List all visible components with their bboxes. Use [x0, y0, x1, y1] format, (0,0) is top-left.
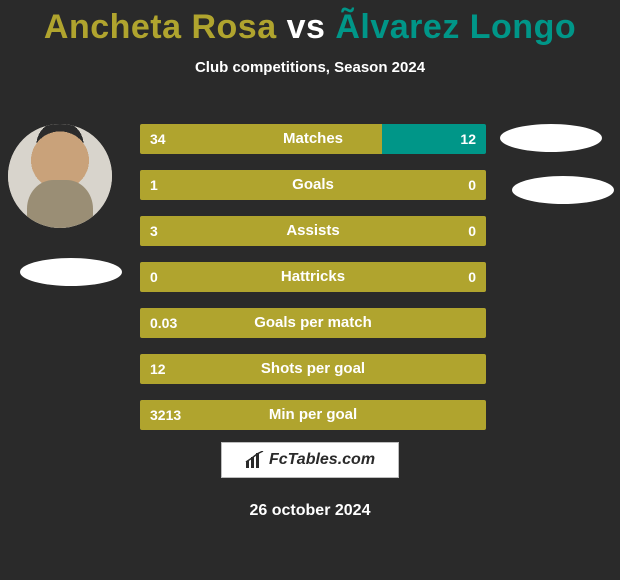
logo-text: FcTables.com: [269, 451, 375, 469]
player1-photo: [8, 124, 112, 228]
fctables-logo: FcTables.com: [221, 442, 399, 478]
footer-date: 26 october 2024: [0, 502, 620, 520]
player2-name: Ãlvarez Longo: [335, 8, 576, 46]
stat-label: Goals per match: [140, 308, 486, 338]
stat-row: Assists30: [140, 216, 486, 246]
stat-row: Goals10: [140, 170, 486, 200]
stat-label: Min per goal: [140, 400, 486, 430]
vs-text: vs: [287, 8, 326, 46]
stat-row: Shots per goal12: [140, 354, 486, 384]
player1-face-placeholder: [8, 124, 112, 228]
player1-base-ellipse: [20, 258, 122, 286]
player2-photo-placeholder-2: [512, 176, 614, 204]
logo-bars-icon: [245, 451, 265, 469]
stat-row: Hattricks00: [140, 262, 486, 292]
stat-label: Matches: [140, 124, 486, 154]
stat-row: Goals per match0.03: [140, 308, 486, 338]
comparison-bars: Matches3412 Goals10 Assists30 Hattricks00 Go…: [140, 124, 486, 446]
stat-label: Shots per goal: [140, 354, 486, 384]
stat-label: Hattricks: [140, 262, 486, 292]
player2-photo-placeholder-1: [500, 124, 602, 152]
comparison-title: Ancheta Rosa vs Ãlvarez Longo: [0, 0, 620, 47]
stat-row: Matches3412: [140, 124, 486, 154]
stat-label: Goals: [140, 170, 486, 200]
player1-name: Ancheta Rosa: [44, 8, 277, 46]
subtitle: Club competitions, Season 2024: [0, 59, 620, 76]
stat-label: Assists: [140, 216, 486, 246]
stat-row: Min per goal3213: [140, 400, 486, 430]
